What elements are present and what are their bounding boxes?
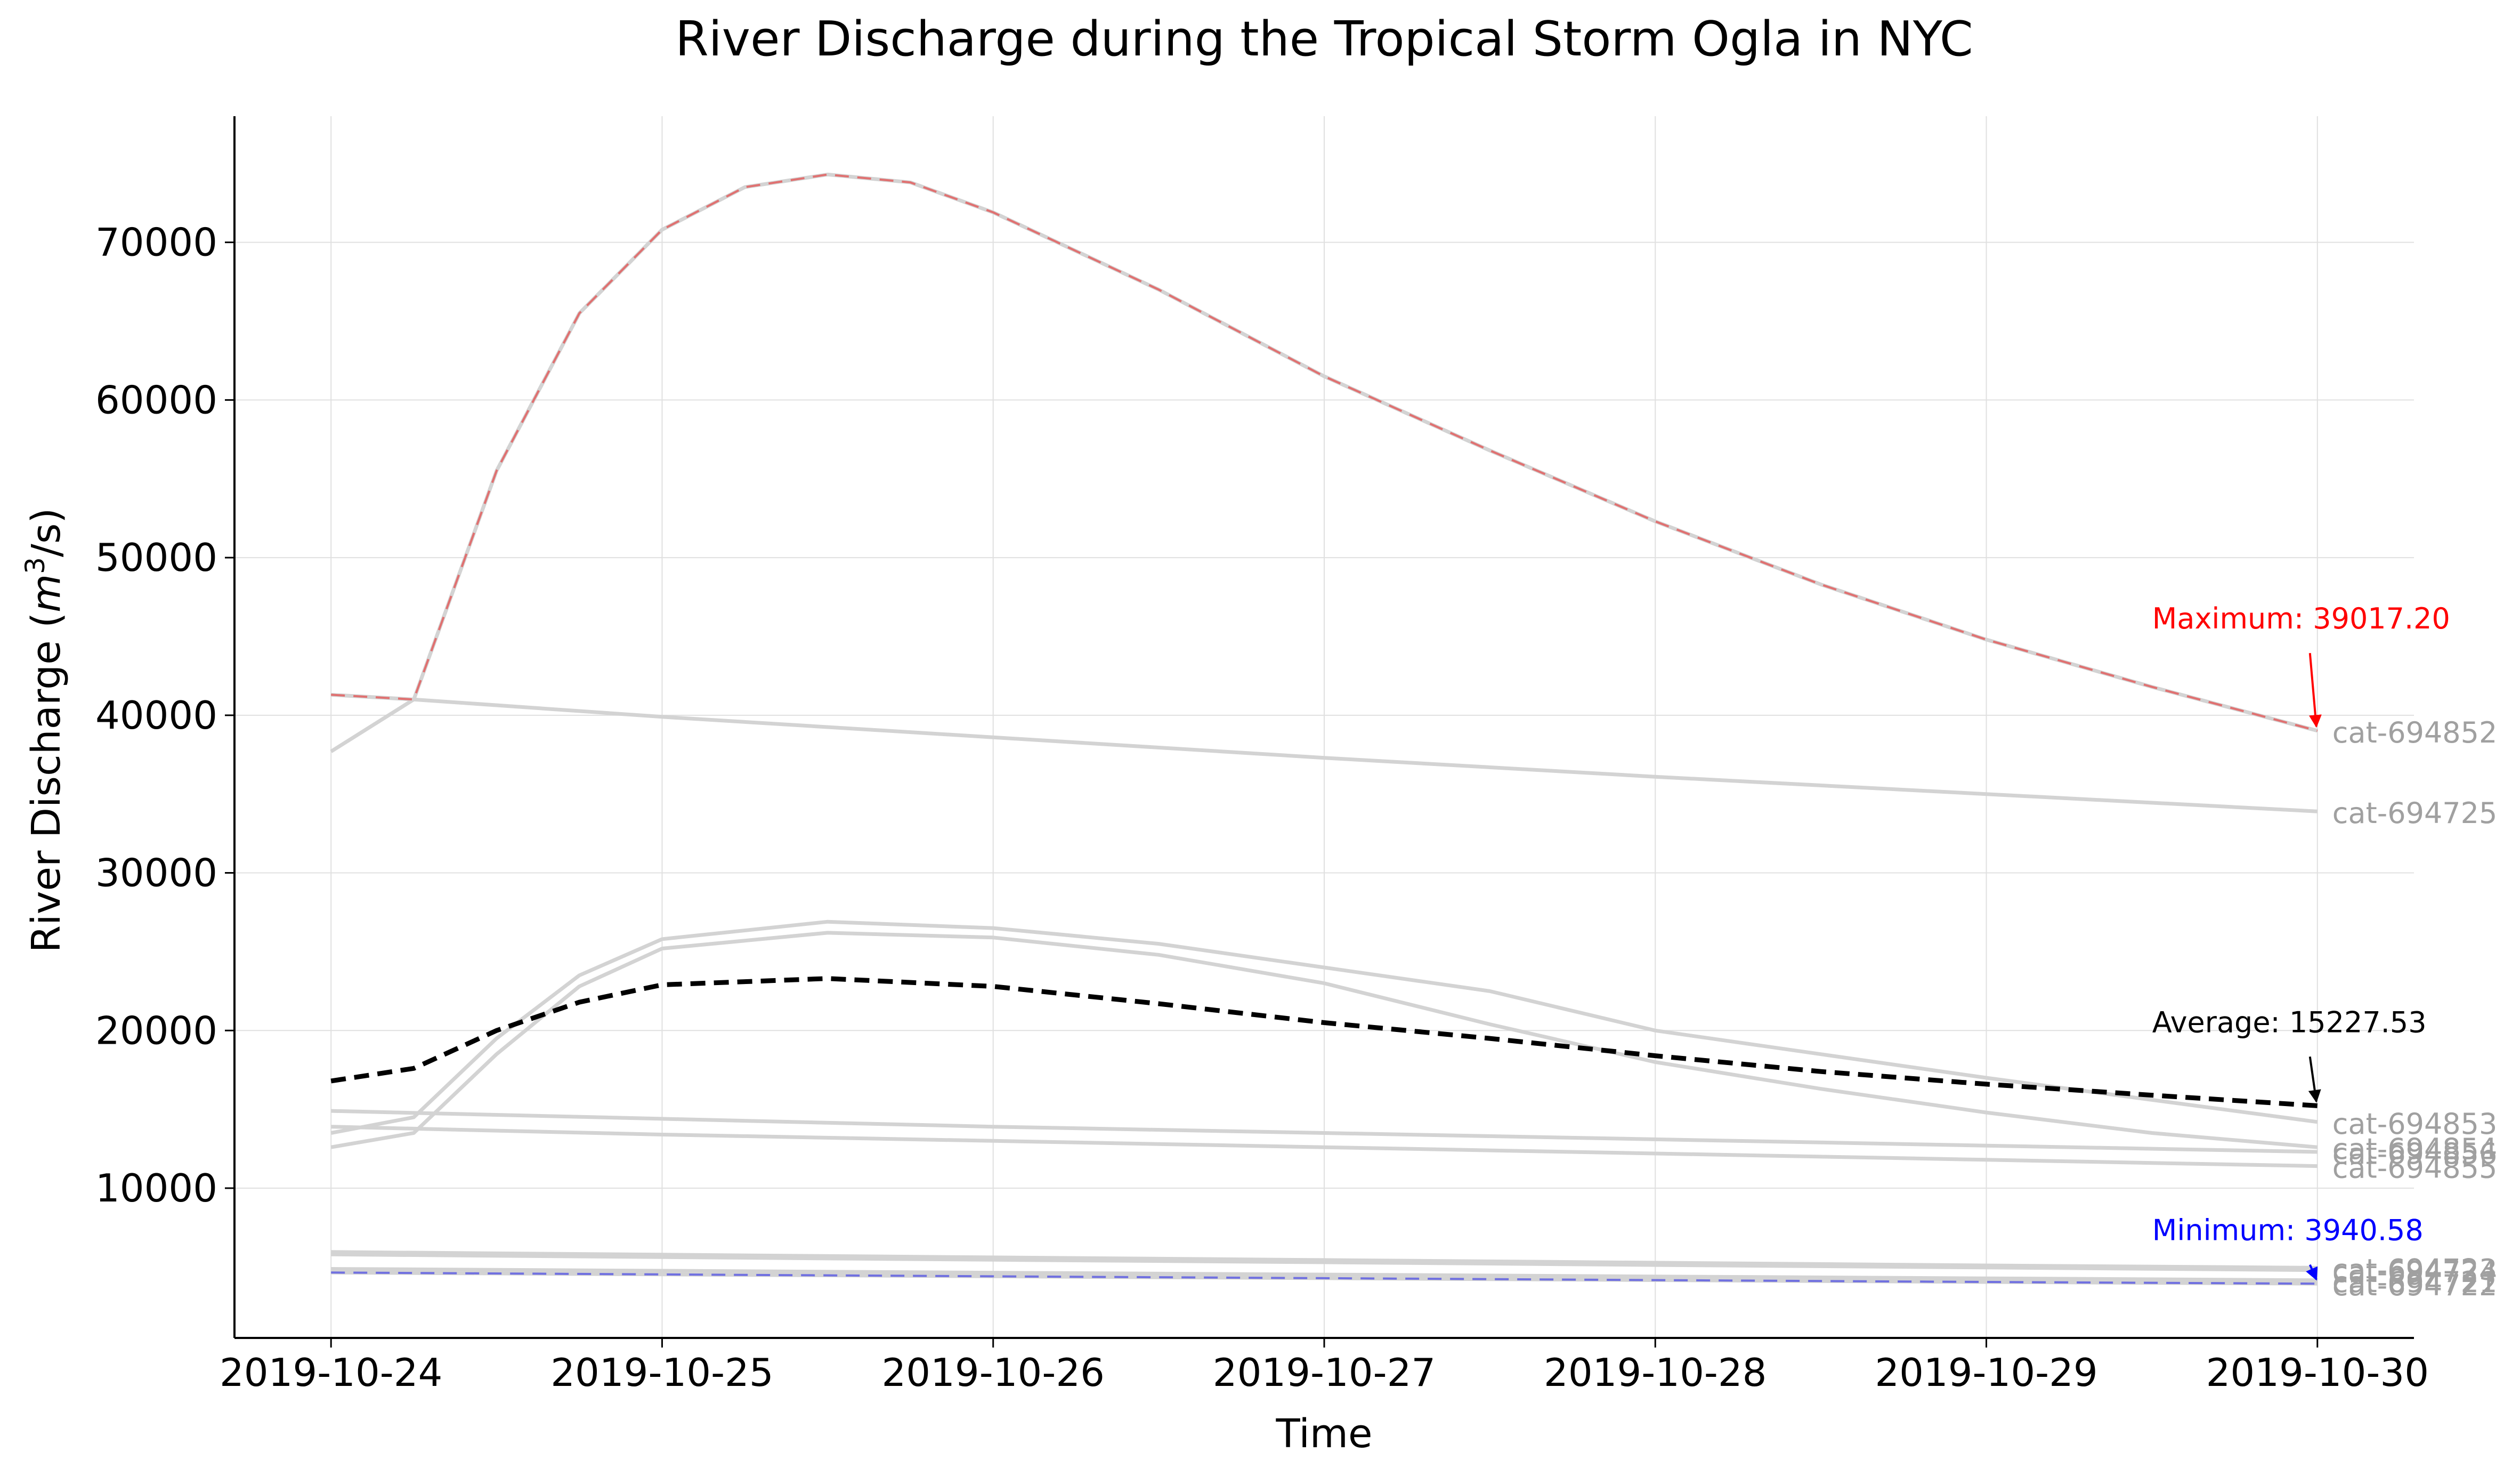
series-end-labels: cat-694852 cat-694725 cat-694853cat-694854… — [2332, 716, 2498, 1302]
series-end-label: cat-694854 — [2332, 1132, 2498, 1166]
annotation-maximum-arrow — [2308, 652, 2322, 728]
series-line-cat-694855 — [331, 1125, 2318, 1168]
series-line-cat-694854 — [330, 931, 2318, 1149]
y-tick-label: 20000 — [95, 1008, 217, 1053]
series-line-cat-694721 — [331, 1267, 2318, 1283]
average-line — [330, 976, 2318, 1108]
x-tick-label: 2019-10-29 — [1875, 1350, 2097, 1395]
y-tick-label: 40000 — [95, 693, 217, 738]
x-axis-label: Time — [1275, 1411, 1372, 1457]
series-line-cat-694724 — [331, 1252, 2318, 1272]
y-axis-label-unit-tail: /s) — [23, 508, 69, 557]
minimum-series-line — [331, 1271, 2318, 1285]
annotation-minimum-label: Minimum: 3940.58 — [2152, 1214, 2424, 1247]
grid — [234, 116, 2414, 1338]
series-end-label: cat-694853 — [2332, 1107, 2498, 1141]
series-line-cat-694856 — [331, 1109, 2318, 1154]
x-tick-label: 2019-10-30 — [2206, 1350, 2429, 1395]
ticks: 2019-10-24 2019-10-25 2019-10-26 2019-10-27… — [95, 220, 2429, 1395]
series-line-cat-694725 — [330, 697, 2318, 813]
y-tick-label: 10000 — [95, 1166, 217, 1211]
x-tick-label: 2019-10-27 — [1213, 1350, 1436, 1395]
chart-title: River Discharge during the Tropical Stor… — [675, 11, 1973, 67]
y-tick-label: 30000 — [95, 851, 217, 896]
annotation-maximum-label: Maximum: 39017.20 — [2152, 602, 2450, 635]
y-axis-label-text: River Discharge ( — [23, 612, 69, 953]
x-tick-label: 2019-10-25 — [550, 1350, 773, 1395]
y-tick-label: 50000 — [95, 535, 217, 580]
series-end-label: cat-694856 — [2332, 1137, 2498, 1171]
x-tick-label: 2019-10-28 — [1544, 1350, 1767, 1395]
y-axis-label-unit: m — [23, 574, 69, 612]
series-end-label: cat-694724 — [2332, 1255, 2498, 1289]
y-axis-label-sup: 3 — [20, 557, 51, 574]
series-line-cat-694853 — [330, 920, 2318, 1135]
y-tick-label: 60000 — [95, 377, 217, 422]
series-end-label: cat-694722 — [2332, 1269, 2498, 1302]
annotation-average-arrow — [2308, 1056, 2321, 1103]
annotation-average-label: Average: 15227.53 — [2152, 1005, 2427, 1039]
series-end-label: cat-694721 — [2332, 1265, 2498, 1299]
maximum-series-line — [331, 173, 2318, 732]
series-line-cat-694723 — [331, 1250, 2318, 1270]
series-end-label: cat-694852 — [2332, 716, 2498, 749]
y-axis-label: River Discharge (m3/s) — [20, 508, 69, 953]
annotations: Maximum: 39017.20 Average: 15227.53 Minimu… — [2152, 602, 2450, 1281]
series-end-label: cat-694723 — [2332, 1253, 2498, 1286]
series-end-label: cat-694855 — [2332, 1151, 2498, 1185]
annotation-minimum-arrow — [2306, 1264, 2318, 1281]
highlight-lines — [330, 173, 2318, 1285]
x-tick-label: 2019-10-26 — [882, 1350, 1105, 1395]
series-end-label: cat-694725 — [2332, 796, 2498, 830]
y-tick-label: 70000 — [95, 220, 217, 265]
x-tick-label: 2019-10-24 — [220, 1350, 442, 1395]
